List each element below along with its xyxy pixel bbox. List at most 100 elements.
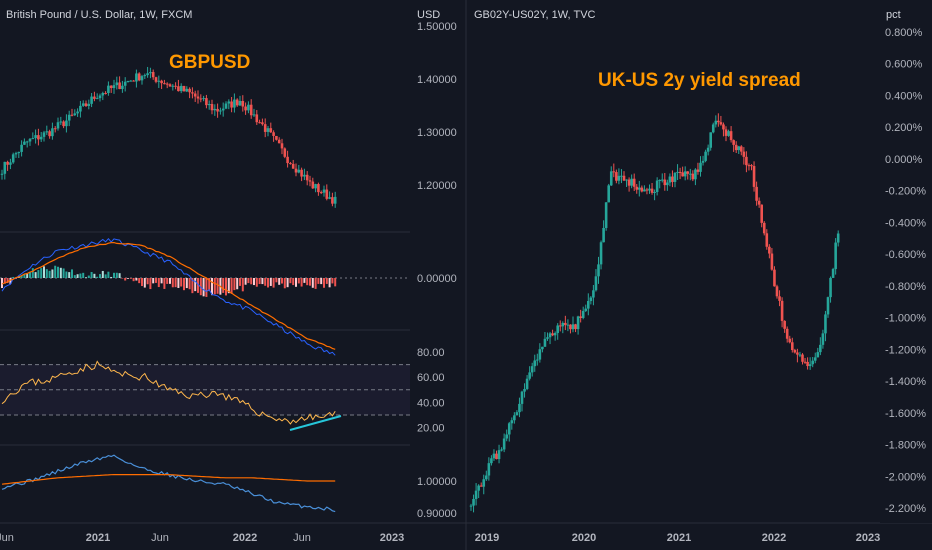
rsi-axis-label: 60.00 <box>417 372 445 384</box>
spread-candle <box>732 140 735 145</box>
gbpusd-candle <box>289 163 292 165</box>
macd-histogram-bar <box>149 278 152 290</box>
macd-histogram-bar <box>157 278 160 288</box>
macd-histogram-bar <box>205 278 208 297</box>
spread-candle <box>788 338 792 343</box>
gbpusd-candle <box>207 104 211 106</box>
gbpusd-candle <box>224 103 228 109</box>
gbpusd-candle <box>81 103 85 106</box>
right-time-tick-label: 2019 <box>475 532 499 544</box>
spread-candle <box>691 173 695 180</box>
right-axis-bg <box>880 0 932 523</box>
spread-candle <box>627 179 631 186</box>
macd-histogram-bar <box>306 278 309 286</box>
spread-candle <box>515 412 519 416</box>
macd-histogram-bar <box>202 278 205 297</box>
gbpusd-candle <box>135 73 138 82</box>
spread-axis-label: -0.200% <box>885 186 926 198</box>
macd-histogram-bar <box>169 278 171 284</box>
spread-candle <box>507 423 511 435</box>
spread-candle-group <box>469 113 840 513</box>
spread-axis-label: -0.600% <box>885 249 926 261</box>
gbpusd-candle <box>171 85 175 87</box>
rsi-line <box>1 360 336 425</box>
macd-histogram-bar <box>216 278 219 294</box>
gbpusd-candle <box>17 151 21 154</box>
macd-histogram-bar <box>155 278 157 283</box>
left-time-tick-label: 2021 <box>86 532 110 544</box>
spread-candle <box>594 276 598 291</box>
gbpusd-candle <box>165 83 169 85</box>
right-chart-header: GB02Y-US02Y, 1W, TVC <box>474 9 596 21</box>
gbpusd-candle <box>65 120 68 127</box>
gbpusd-candle <box>249 104 253 116</box>
spread-candle <box>755 186 758 201</box>
ratio-axis-label: 1.00000 <box>417 476 457 488</box>
macd-axis-label: 0.00000 <box>417 273 457 285</box>
spread-candle <box>635 186 639 190</box>
macd-histogram-bar <box>227 278 230 294</box>
spread-candle <box>750 165 753 167</box>
gbpusd-candle <box>255 114 259 123</box>
gbpusd-candle <box>151 72 155 78</box>
gbpusd-candle <box>37 135 40 140</box>
macd-histogram-bar <box>23 274 26 278</box>
gbpusd-candle <box>297 169 301 173</box>
gbpusd-candle <box>14 153 18 155</box>
spread-candle <box>617 175 621 181</box>
macd-histogram-bar <box>34 272 37 278</box>
spread-candle <box>808 364 812 367</box>
spread-candle <box>510 420 514 424</box>
spread-candle <box>548 333 552 338</box>
gbpusd-candle <box>238 100 242 106</box>
gbpusd-candle <box>210 104 214 111</box>
gbpusd-candle <box>121 85 124 90</box>
gbpusd-candle <box>216 108 219 112</box>
macd-histogram-bar <box>295 278 297 287</box>
spread-candle <box>673 172 677 182</box>
macd-histogram-bar <box>197 278 199 293</box>
gbpusd-candle <box>199 98 203 100</box>
spread-candle <box>477 485 480 491</box>
macd-histogram-bar <box>331 278 334 284</box>
macd-histogram-bar <box>59 267 62 278</box>
spread-candle <box>469 505 473 507</box>
gbpusd-candle <box>185 88 189 92</box>
spread-axis-label: -1.800% <box>885 440 926 452</box>
spread-candle <box>561 322 565 327</box>
spread-candle <box>541 346 544 350</box>
spread-candle <box>711 124 715 133</box>
gbpusd-candle <box>283 148 287 157</box>
macd-histogram-bar <box>253 278 255 286</box>
gbpusd-candle <box>3 161 7 174</box>
spread-candle <box>487 463 491 476</box>
macd-histogram-bar <box>171 278 174 288</box>
spread-candle <box>648 188 651 191</box>
gbpusd-candle <box>294 168 298 173</box>
spread-candle <box>530 366 534 373</box>
gbpusd-candle <box>179 85 183 92</box>
right-time-tick-label: 2022 <box>762 532 786 544</box>
spread-candle <box>604 202 608 228</box>
left-time-tick-label: Jun <box>0 532 14 544</box>
spread-candle <box>571 324 575 330</box>
spread-candle <box>727 131 730 136</box>
gbpusd-candle <box>168 84 172 87</box>
spread-candle <box>513 415 516 421</box>
spread-candle <box>737 146 741 151</box>
gbpusd-candle <box>140 76 144 81</box>
spread-candle <box>546 337 549 339</box>
gbpusd-candle <box>177 86 180 92</box>
gbpusd-candle <box>101 92 105 96</box>
macd-histogram-bar <box>225 278 227 296</box>
gbpusd-candle <box>303 174 306 177</box>
spread-candle <box>678 171 682 173</box>
gbpusd-candle <box>67 114 71 121</box>
spread-candle <box>791 342 794 351</box>
spread-axis-label: -1.400% <box>885 376 926 388</box>
macd-histogram-bar <box>269 278 272 286</box>
macd-histogram-bar <box>101 270 104 278</box>
spread-candle <box>622 175 626 181</box>
gbpusd-candle <box>107 85 110 94</box>
